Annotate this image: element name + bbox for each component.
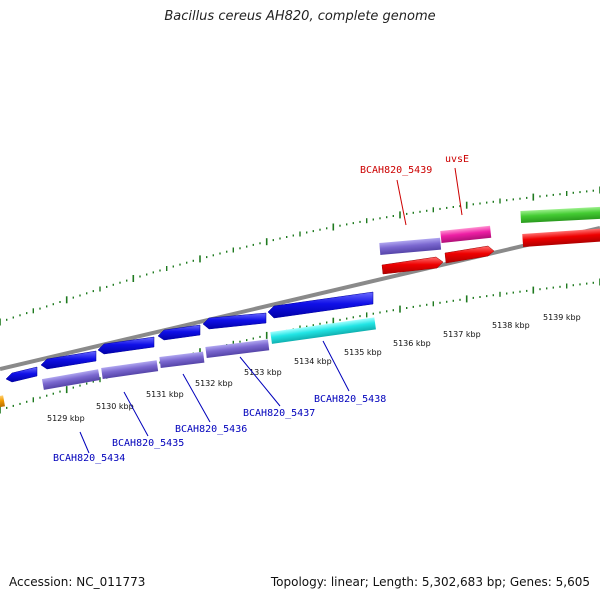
gene-arrow[interactable] (381, 256, 444, 275)
gene-arrow[interactable] (444, 245, 495, 264)
accession-text: Accession: NC_011773 (9, 575, 146, 589)
kbp-label: 5135 kbp (344, 348, 382, 357)
label-leader-lines (79, 167, 463, 454)
genes-forward-strand (41, 317, 376, 390)
gene-label[interactable]: BCAH820_5439 (360, 165, 432, 176)
leader-line (322, 340, 350, 392)
gene-block[interactable] (379, 237, 442, 255)
kbp-label: 5137 kbp (443, 330, 481, 339)
gene-arrow[interactable] (97, 336, 155, 355)
kbp-label: 5136 kbp (393, 339, 431, 348)
genome-backbone (0, 226, 600, 371)
leader-line (396, 179, 407, 226)
kbp-label: 5133 kbp (244, 368, 282, 377)
gene-arrow[interactable] (202, 312, 267, 330)
leader-line (123, 391, 149, 437)
kbp-label: 5138 kbp (492, 321, 530, 330)
gene-block[interactable] (520, 206, 600, 223)
gene-arrow[interactable] (40, 350, 97, 370)
gene-block[interactable] (159, 351, 205, 368)
leader-line (182, 373, 211, 423)
genome-summary-text: Topology: linear; Length: 5,302,683 bp; … (270, 575, 590, 589)
gene-block[interactable] (205, 339, 270, 358)
genes-reverse-strand (5, 291, 374, 383)
genes-upper-right (379, 206, 600, 275)
gene-arrow[interactable] (267, 291, 374, 319)
leader-line (454, 167, 463, 216)
gene-arrow[interactable] (157, 324, 201, 341)
kbp-label: 5132 kbp (195, 379, 233, 388)
gene-label[interactable]: uvsE (445, 154, 469, 165)
gene-block[interactable] (41, 369, 101, 390)
gene-block[interactable] (270, 317, 376, 344)
gene-labels: BCAH820_5434 BCAH820_5435 BCAH820_5436 B… (53, 154, 469, 464)
gene-label[interactable]: BCAH820_5435 (112, 438, 184, 449)
upper-scale-ticks (0, 186, 600, 326)
gene-label[interactable]: BCAH820_5434 (53, 453, 125, 464)
kbp-label: 5139 kbp (543, 313, 581, 322)
gene-block[interactable] (0, 395, 5, 408)
leader-line (79, 431, 90, 454)
kbp-label: 5130 kbp (96, 402, 134, 411)
lower-scale-labels: 5129 kbp 5130 kbp 5131 kbp 5132 kbp 5133… (47, 313, 581, 423)
kbp-label: 5134 kbp (294, 357, 332, 366)
kbp-label: 5129 kbp (47, 414, 85, 423)
leader-line (239, 356, 281, 407)
kbp-label: 5131 kbp (146, 390, 184, 399)
gene-label[interactable]: BCAH820_5438 (314, 394, 386, 405)
gene-block[interactable] (440, 225, 492, 243)
gene-block[interactable] (101, 360, 159, 379)
gene-label[interactable]: BCAH820_5436 (175, 424, 247, 435)
gene-label[interactable]: BCAH820_5437 (243, 408, 315, 419)
gene-arrow[interactable] (5, 366, 38, 383)
gene-block[interactable] (522, 228, 600, 247)
genome-title: Bacillus cereus AH820, complete genome (164, 9, 436, 24)
